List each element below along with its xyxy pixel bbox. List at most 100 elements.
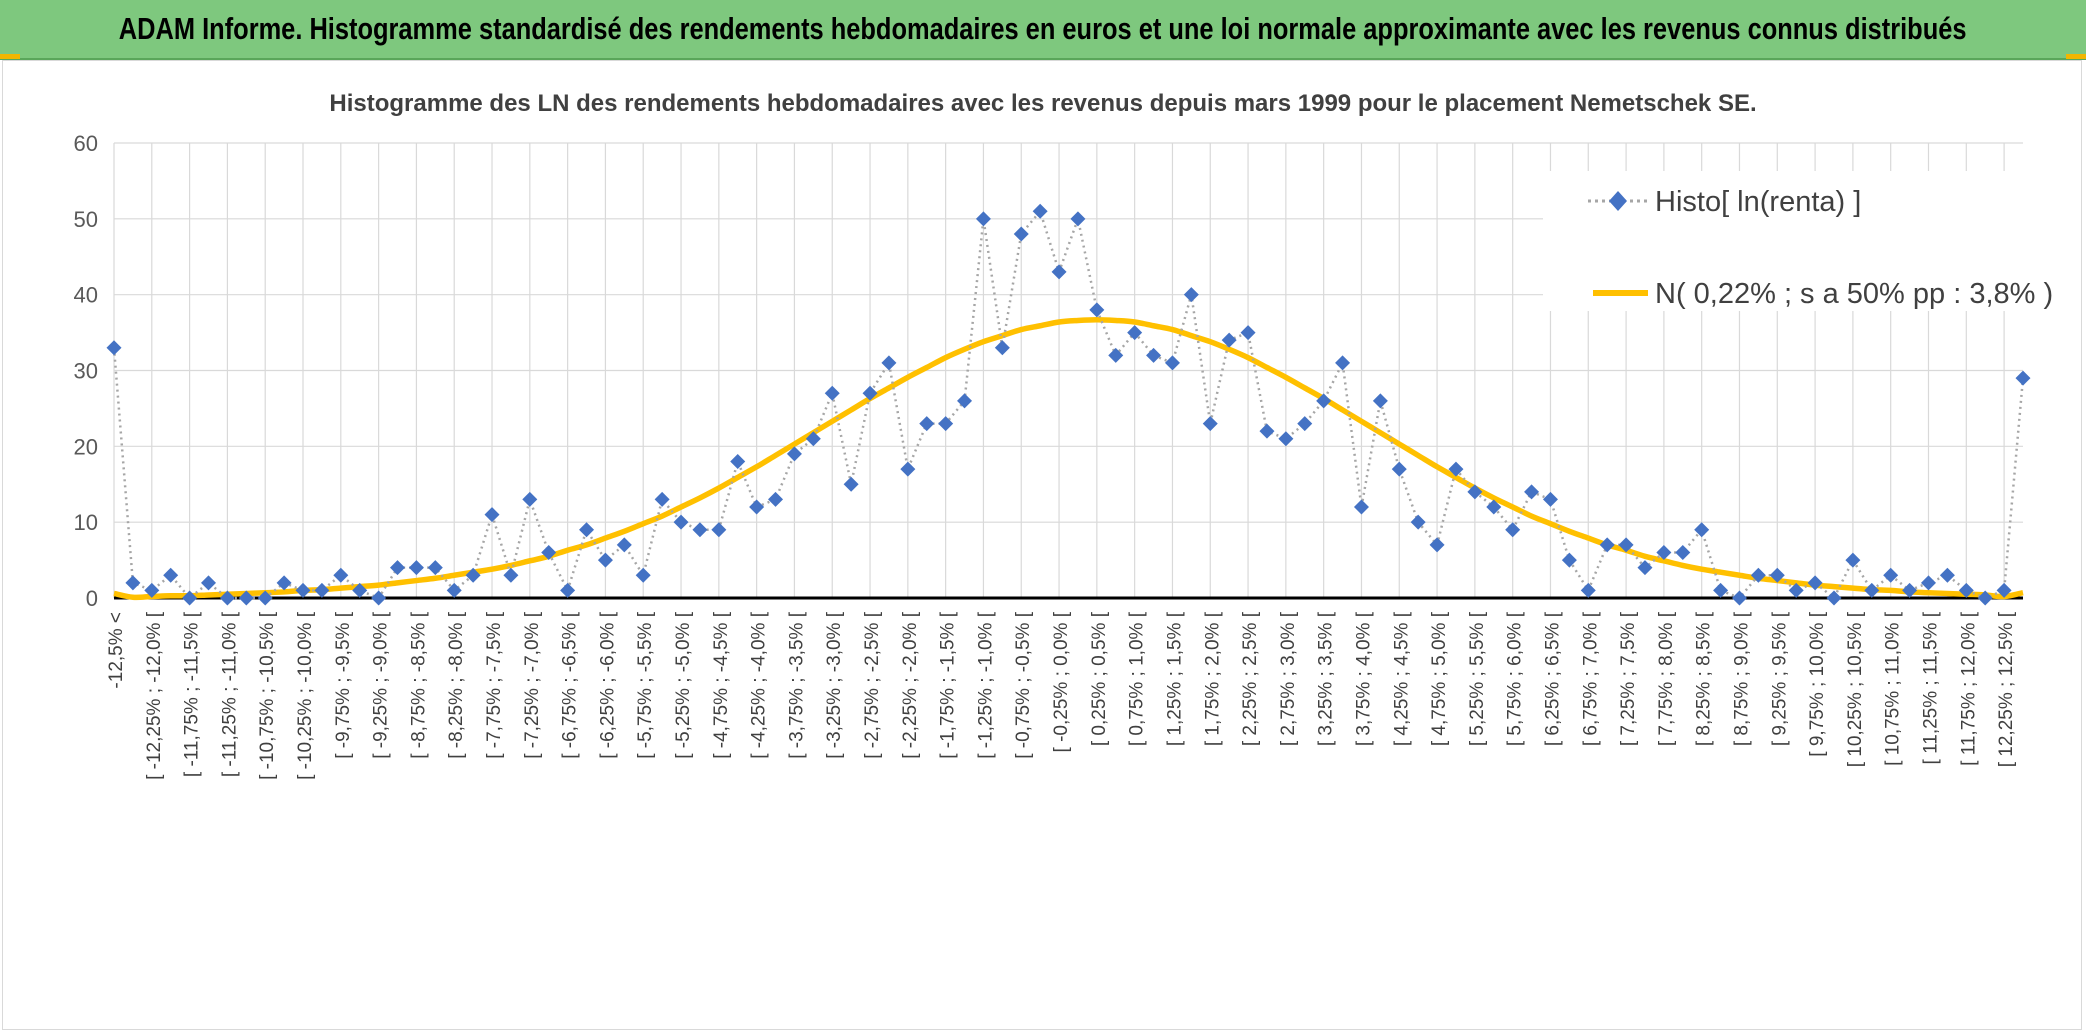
histogram-point [597, 552, 613, 568]
x-tick-label: [ -6,25% ; -6,0% [ [597, 611, 618, 759]
histogram-point [1788, 582, 1804, 598]
x-tick-label: [ -6,75% ; -6,5% [ [560, 611, 581, 759]
histogram-point [465, 567, 481, 583]
histogram-point [257, 590, 273, 606]
histogram-point [144, 582, 160, 598]
histogram-point [503, 567, 519, 583]
histogram-point [352, 582, 368, 598]
x-tick-label: [ 10,25% ; 10,5% [ [1845, 611, 1866, 767]
x-tick-label: [ -9,75% ; -9,5% [ [333, 611, 354, 759]
histogram-point [1939, 567, 1955, 583]
x-tick-label: [ 7,25% ; 7,5% [ [1618, 611, 1639, 746]
histogram-point [371, 590, 387, 606]
histogram-point [1278, 431, 1294, 447]
histogram-point [1996, 582, 2012, 598]
x-tick-label: [ 8,25% ; 8,5% [ [1694, 611, 1715, 746]
histogram-point [1920, 575, 1936, 591]
normal-curve-series [113, 316, 2024, 601]
histogram-point [276, 575, 292, 591]
x-tick-label: [ -1,25% ; -1,0% [ [975, 611, 996, 759]
chart-svg: Histogramme des LN des rendements hebdom… [74, 90, 2054, 780]
histogram-point [1089, 302, 1105, 318]
histogram-point [1127, 325, 1143, 341]
histogram-point [862, 385, 878, 401]
y-tick-label: 40 [74, 283, 98, 308]
y-tick-label: 30 [74, 359, 98, 384]
histogram-point [333, 567, 349, 583]
histogram-point [1750, 567, 1766, 583]
histogram-point [579, 522, 595, 538]
report-title: ADAM Informe. Histogramme standardisé de… [119, 11, 1967, 46]
report-header: ADAM Informe. Histogramme standardisé de… [0, 0, 2086, 60]
x-tick-label: [ 0,25% ; 0,5% [ [1089, 611, 1110, 746]
histogram-point [106, 340, 122, 356]
x-tick-label: [ 2,25% ; 2,5% [ [1240, 611, 1261, 746]
x-tick-label: [ 6,75% ; 7,0% [ [1580, 611, 1601, 746]
histogram-point [730, 454, 746, 469]
histogram-point [673, 514, 689, 530]
histogram-point [1807, 575, 1823, 591]
x-tick-label: [ -2,75% ; -2,5% [ [862, 611, 883, 759]
x-tick-label: [ 9,25% ; 9,5% [ [1769, 611, 1790, 746]
histogram-point [805, 431, 821, 447]
x-tick-label: [ -4,75% ; -4,5% [ [711, 611, 732, 759]
x-tick-label: [ -7,75% ; -7,5% [ [484, 611, 505, 759]
histogram-point [1675, 545, 1691, 560]
normal-curve-line [113, 316, 2024, 601]
histogram-point [768, 491, 784, 507]
x-tick-label: [ -5,75% ; -5,5% [ [635, 611, 656, 759]
histogram-point [1561, 552, 1577, 568]
chart-legend: Histo[ ln(renta) ] N( 0,22% ; s a 50% pp… [1543, 171, 2053, 311]
histogram-point [1656, 545, 1672, 560]
histogram-point [1335, 355, 1351, 371]
x-tick-label: [ -8,25% ; -8,0% [ [446, 611, 467, 759]
x-tick-label: [ 11,25% ; 11,5% [ [1920, 611, 1941, 764]
histogram-point [1429, 537, 1445, 553]
legend-background [1543, 171, 2043, 311]
histogram-point [824, 385, 840, 401]
histogram-point [1353, 499, 1369, 515]
x-tick-label: [ 9,75% ; 10,0% [ [1807, 611, 1828, 756]
y-tick-label: 10 [74, 510, 98, 535]
x-tick-label: [ 4,25% ; 4,5% [ [1391, 611, 1412, 746]
histogram-point [1637, 560, 1653, 576]
histogram-point [957, 393, 973, 409]
histogram-point [446, 582, 462, 598]
corner-mark-left [0, 54, 20, 59]
x-tick-label: [ 12,25% ; 12,5% [ [1996, 611, 2017, 767]
histogram-point [1713, 582, 1729, 598]
histogram-point [1977, 590, 1993, 606]
histogram-point [522, 491, 538, 507]
x-tick-label: [ -0,25% ; 0,0% [ [1051, 611, 1072, 752]
x-tick-label: [ 7,75% ; 8,0% [ [1656, 611, 1677, 746]
x-tick-label: [ -11,25% ; -11,0% [ [219, 611, 240, 777]
histogram-point [919, 416, 935, 432]
x-tick-label: [ -5,25% ; -5,0% [ [673, 611, 694, 759]
legend-histo-marker [1609, 191, 1627, 211]
histogram-point [1731, 590, 1747, 606]
x-tick-label: [ 5,75% ; 6,0% [ [1505, 611, 1526, 746]
histogram-point [1297, 416, 1313, 432]
histogram-connector-line [112, 208, 2025, 600]
histogram-point [1259, 423, 1275, 439]
y-tick-label: 60 [74, 131, 98, 156]
y-tick-label: 0 [86, 586, 98, 611]
x-tick-label: [ -12,25% ; -12,0% [ [144, 611, 165, 780]
x-tick-label: [ -0,75% ; -0,5% [ [1013, 611, 1034, 759]
histogram-point [711, 522, 727, 538]
x-tick-label: [ 0,75% ; 1,0% [ [1127, 611, 1148, 746]
x-tick-label: [ -7,25% ; -7,0% [ [522, 611, 543, 759]
histogram-point [2015, 370, 2031, 386]
x-tick-label: [ 4,75% ; 5,0% [ [1429, 611, 1450, 746]
histogram-point [1618, 537, 1634, 553]
histogram-point [182, 590, 198, 606]
histogram-point [1769, 567, 1785, 583]
histogram-point [1845, 552, 1861, 568]
x-tick-label: [ -10,75% ; -10,5% [ [257, 611, 278, 780]
histogram-point [1883, 567, 1899, 583]
chart-title: Histogramme des LN des rendements hebdom… [329, 90, 1756, 117]
histogram-point [1032, 203, 1048, 219]
histogram-point [1108, 347, 1124, 363]
histogram-point [1524, 484, 1540, 500]
histogram-point [975, 211, 991, 227]
